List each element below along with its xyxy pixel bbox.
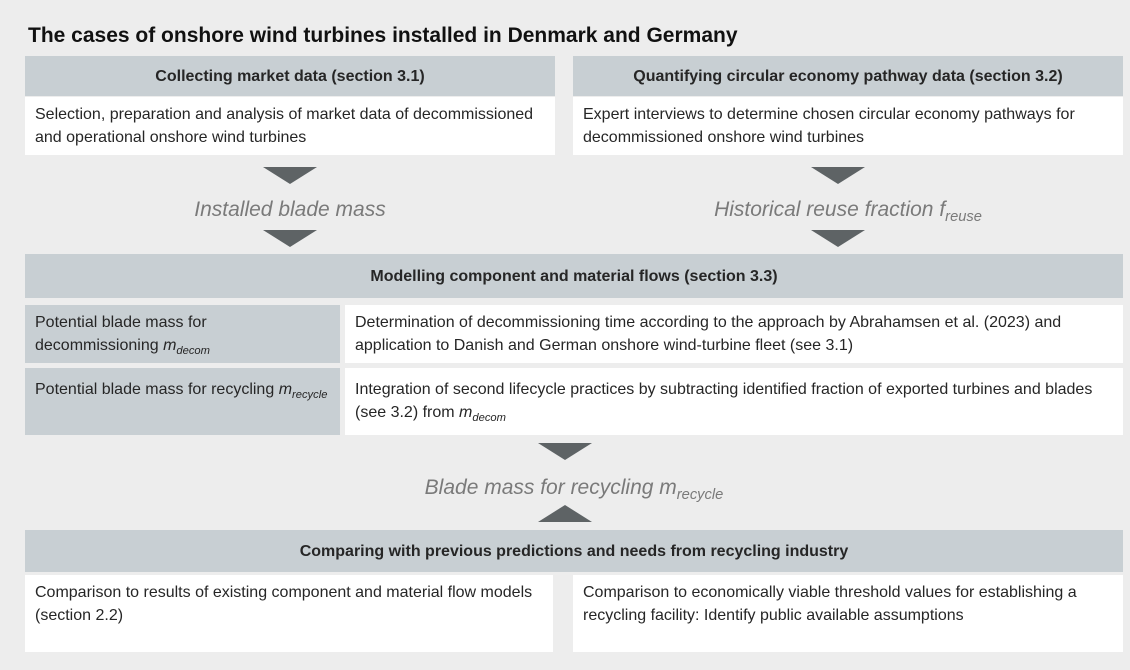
arrow bbox=[263, 230, 317, 247]
label-text: Potential blade mass for recycling bbox=[35, 381, 275, 398]
subscript: reuse bbox=[945, 209, 982, 226]
section-header: Collecting market data (section 3.1) bbox=[25, 56, 555, 96]
compare-box: Comparison to results of existing compon… bbox=[25, 575, 553, 652]
flow-text: Historical reuse fraction bbox=[714, 198, 934, 221]
title: The cases of onshore wind turbines insta… bbox=[28, 24, 738, 47]
arrow bbox=[811, 167, 865, 184]
flow-label: Installed blade mass bbox=[25, 198, 555, 222]
subscript: decom bbox=[176, 345, 210, 358]
variable: m bbox=[278, 381, 293, 398]
flow-label: Blade mass for recycling mrecycle bbox=[25, 476, 1123, 503]
variable: f bbox=[939, 198, 946, 221]
description-text: Integration of second lifecycle practice… bbox=[355, 381, 1093, 421]
subscript: recycle bbox=[292, 389, 328, 402]
section-body: Selection, preparation and analysis of m… bbox=[25, 97, 555, 155]
flow-label: Historical reuse fraction freuse bbox=[573, 198, 1123, 225]
arrow bbox=[811, 230, 865, 247]
variable: m bbox=[459, 404, 473, 421]
section-header: Comparing with previous predictions and … bbox=[25, 530, 1123, 572]
section-body: Expert interviews to determine chosen ci… bbox=[573, 97, 1123, 155]
row-description: Determination of decommissioning time ac… bbox=[345, 305, 1123, 363]
subscript: recycle bbox=[676, 487, 724, 504]
row-label: Potential blade mass for recycling mrecy… bbox=[25, 368, 340, 435]
variable: m bbox=[659, 476, 677, 499]
row-description: Integration of second lifecycle practice… bbox=[345, 368, 1123, 435]
arrow bbox=[538, 505, 592, 522]
label-text: Potential blade mass for decommissioning bbox=[35, 314, 207, 354]
flow-text: Installed blade mass bbox=[194, 198, 386, 221]
arrow bbox=[263, 167, 317, 184]
description-text: Determination of decommissioning time ac… bbox=[355, 314, 1062, 354]
variable: m bbox=[163, 337, 177, 354]
section-header: Modelling component and material flows (… bbox=[25, 254, 1123, 298]
compare-box: Comparison to economically viable thresh… bbox=[573, 575, 1123, 652]
flow-text: Blade mass for recycling bbox=[424, 476, 654, 499]
subscript: decom bbox=[472, 412, 506, 425]
arrow bbox=[538, 443, 592, 460]
row-label: Potential blade mass for decommissioning… bbox=[25, 305, 340, 363]
section-header: Quantifying circular economy pathway dat… bbox=[573, 56, 1123, 96]
